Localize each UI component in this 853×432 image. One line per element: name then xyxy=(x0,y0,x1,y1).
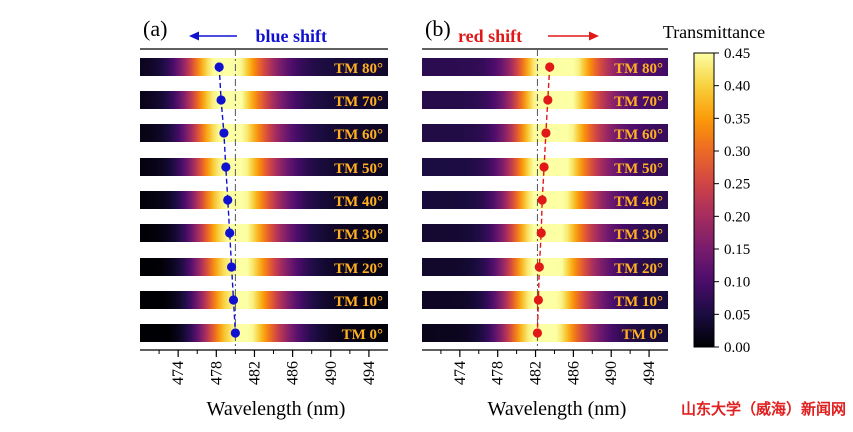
colorbar-tick-label: 0.20 xyxy=(724,209,750,225)
transmittance-bar xyxy=(140,191,388,209)
peak-trend-line xyxy=(536,66,551,334)
arrow-right-icon xyxy=(589,31,599,41)
x-tick-label: 494 xyxy=(641,361,658,385)
panel-label: (b) xyxy=(425,16,451,41)
row-label: TM 50° xyxy=(614,161,663,177)
panel-a: (a) blue shift TM 80° TM 70° TM 60° TM 50° TM … xyxy=(140,16,388,420)
colorbar-tick-label: 0.05 xyxy=(724,307,750,323)
colorbar-tick-label: 0.45 xyxy=(724,46,750,62)
peak-marker xyxy=(541,128,551,138)
shift-annotation: red shift xyxy=(458,26,522,46)
peak-marker xyxy=(536,228,546,238)
colorbar-tick-label: 0.15 xyxy=(724,242,750,258)
peak-marker xyxy=(543,95,553,105)
colorbar: Transmittance 0.00 0.05 0.10 0.15 0.20 0.25 0.3… xyxy=(663,22,765,356)
row-label: TM 0° xyxy=(622,327,663,343)
transmittance-bar xyxy=(140,158,388,176)
row-label: TM 50° xyxy=(334,161,383,177)
colorbar-tick-label: 0.00 xyxy=(724,340,750,356)
colorbar-title: Transmittance xyxy=(663,22,765,42)
transmittance-bar xyxy=(422,291,668,309)
peak-marker xyxy=(230,328,240,338)
x-tick-label: 474 xyxy=(170,361,187,385)
x-axis-label: Wavelength (nm) xyxy=(207,398,346,420)
transmittance-bar xyxy=(140,124,388,142)
x-tick-label: 482 xyxy=(246,361,263,385)
row-label: TM 20° xyxy=(614,261,663,277)
peak-marker xyxy=(219,128,229,138)
row-label: TM 10° xyxy=(334,294,383,310)
row-label: TM 60° xyxy=(614,127,663,143)
row-label: TM 0° xyxy=(342,327,383,343)
arrow-left-icon xyxy=(189,31,199,41)
colorbar-tick-label: 0.35 xyxy=(724,111,750,127)
watermark-text: 山东大学（威海）新闻网 xyxy=(681,400,846,418)
peak-marker xyxy=(534,262,544,272)
transmittance-bar xyxy=(140,224,388,242)
row-label: TM 40° xyxy=(614,194,663,210)
row-label: TM 80° xyxy=(334,61,383,77)
peak-marker xyxy=(225,228,235,238)
row-label: TM 40° xyxy=(334,194,383,210)
x-tick-label: 478 xyxy=(490,361,507,385)
peak-marker xyxy=(545,62,555,72)
row-label: TM 30° xyxy=(334,227,383,243)
peak-marker xyxy=(228,295,239,305)
x-tick-label: 486 xyxy=(285,361,302,385)
peak-marker xyxy=(214,62,224,72)
colorbar-tick-label: 0.40 xyxy=(724,79,750,95)
peak-marker xyxy=(216,95,226,105)
transmittance-bar xyxy=(140,324,388,342)
colorbar-gradient xyxy=(693,52,715,348)
transmittance-bar xyxy=(140,258,388,276)
panel-b: (b) red shift TM 80° TM 70° TM 60° TM 50° TM 4… xyxy=(422,16,668,420)
peak-trend-line xyxy=(218,66,237,334)
peak-marker xyxy=(537,195,547,205)
peak-marker xyxy=(223,195,233,205)
x-tick-label: 494 xyxy=(361,361,378,385)
transmittance-bar xyxy=(140,291,388,309)
transmittance-bar xyxy=(422,58,668,76)
transmittance-bar xyxy=(422,324,668,342)
row-label: TM 60° xyxy=(334,127,383,143)
peak-marker xyxy=(532,328,543,338)
row-label: TM 80° xyxy=(614,61,663,77)
x-tick-label: 490 xyxy=(603,361,620,385)
colorbar-tick-label: 0.25 xyxy=(724,177,750,193)
row-label: TM 70° xyxy=(614,94,663,110)
panel-label: (a) xyxy=(143,16,167,41)
shift-annotation: blue shift xyxy=(255,26,327,46)
x-tick-label: 474 xyxy=(452,361,469,385)
x-axis-label: Wavelength (nm) xyxy=(488,398,627,420)
peak-marker xyxy=(539,162,549,172)
x-tick-label: 478 xyxy=(208,361,225,385)
x-tick-label: 482 xyxy=(528,361,545,385)
x-tick-label: 486 xyxy=(565,361,582,385)
peak-marker xyxy=(533,295,543,305)
transmittance-bar xyxy=(140,58,388,76)
transmittance-bar xyxy=(140,91,388,109)
transmittance-bar xyxy=(422,258,668,276)
colorbar-tick-label: 0.30 xyxy=(724,144,750,160)
row-label: TM 10° xyxy=(614,294,663,310)
peak-marker xyxy=(226,262,237,272)
x-tick-label: 490 xyxy=(323,361,340,385)
row-label: TM 70° xyxy=(334,94,383,110)
peak-marker xyxy=(221,162,231,172)
row-label: TM 30° xyxy=(614,227,663,243)
row-label: TM 20° xyxy=(334,261,383,277)
colorbar-tick-label: 0.10 xyxy=(724,275,750,291)
